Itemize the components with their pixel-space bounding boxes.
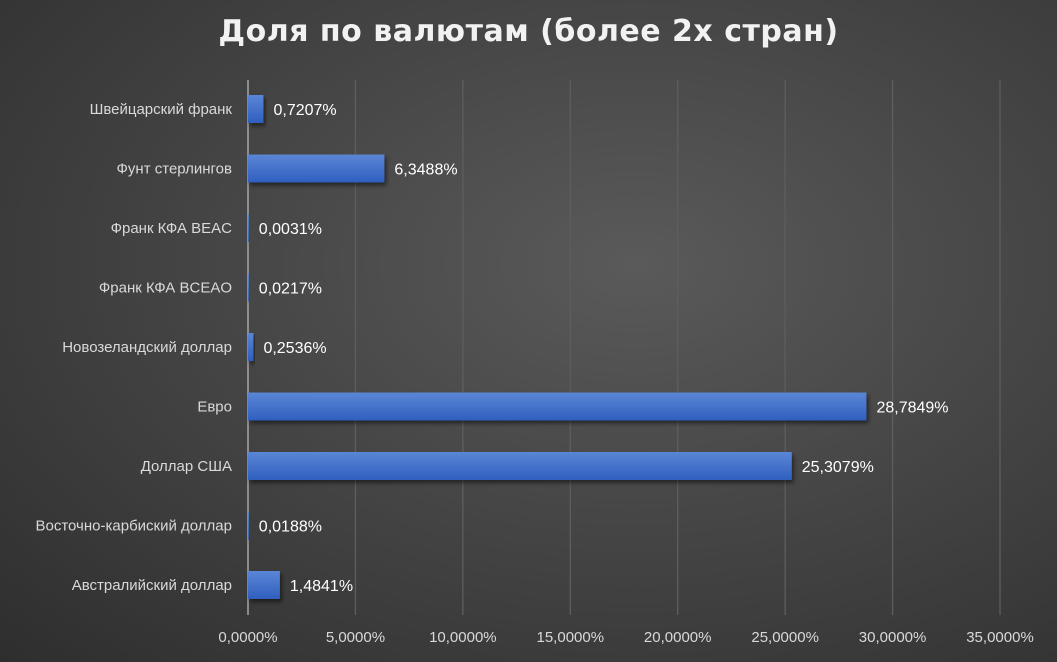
bar <box>248 214 249 242</box>
y-category-label: Восточно-карбиский доллар <box>36 518 233 535</box>
bar <box>248 571 280 599</box>
data-label: 0,0188% <box>259 519 322 536</box>
y-category-label: Франк КФА BEAC <box>111 220 233 237</box>
data-label: 0,2536% <box>263 340 326 357</box>
data-label: 0,0031% <box>259 221 322 238</box>
y-category-label: Франк КФА BCEAO <box>99 280 232 297</box>
x-tick-label: 0,0000% <box>218 629 277 646</box>
bar <box>248 452 792 480</box>
data-label: 0,0217% <box>259 281 322 298</box>
x-tick-label: 30,0000% <box>859 629 927 646</box>
bar <box>248 273 249 302</box>
bar <box>248 511 249 540</box>
y-category-label: Доллар США <box>141 458 232 475</box>
bar <box>248 154 385 183</box>
data-label: 1,4841% <box>290 578 353 595</box>
y-category-label: Австралийский доллар <box>72 577 232 594</box>
y-category-label: Фунт стерлингов <box>117 161 232 178</box>
x-tick-label: 20,0000% <box>644 629 712 646</box>
y-category-label: Швейцарский франк <box>90 101 233 118</box>
chart-title: Доля по валютам (более 2х стран) <box>218 14 839 49</box>
bar <box>248 333 254 361</box>
x-tick-label: 35,0000% <box>966 629 1034 646</box>
data-label: 28,7849% <box>876 400 948 417</box>
x-tick-label: 25,0000% <box>751 629 819 646</box>
data-label: 25,3079% <box>802 459 874 476</box>
bar <box>248 95 264 123</box>
data-label: 0,7207% <box>273 102 336 119</box>
x-tick-label: 15,0000% <box>537 629 605 646</box>
data-label: 6,3488% <box>394 162 457 179</box>
y-category-label: Новозеландский доллар <box>62 339 232 356</box>
x-tick-label: 5,0000% <box>326 629 385 646</box>
y-category-label: Евро <box>197 399 232 416</box>
bar <box>248 392 867 421</box>
x-tick-label: 10,0000% <box>429 629 497 646</box>
